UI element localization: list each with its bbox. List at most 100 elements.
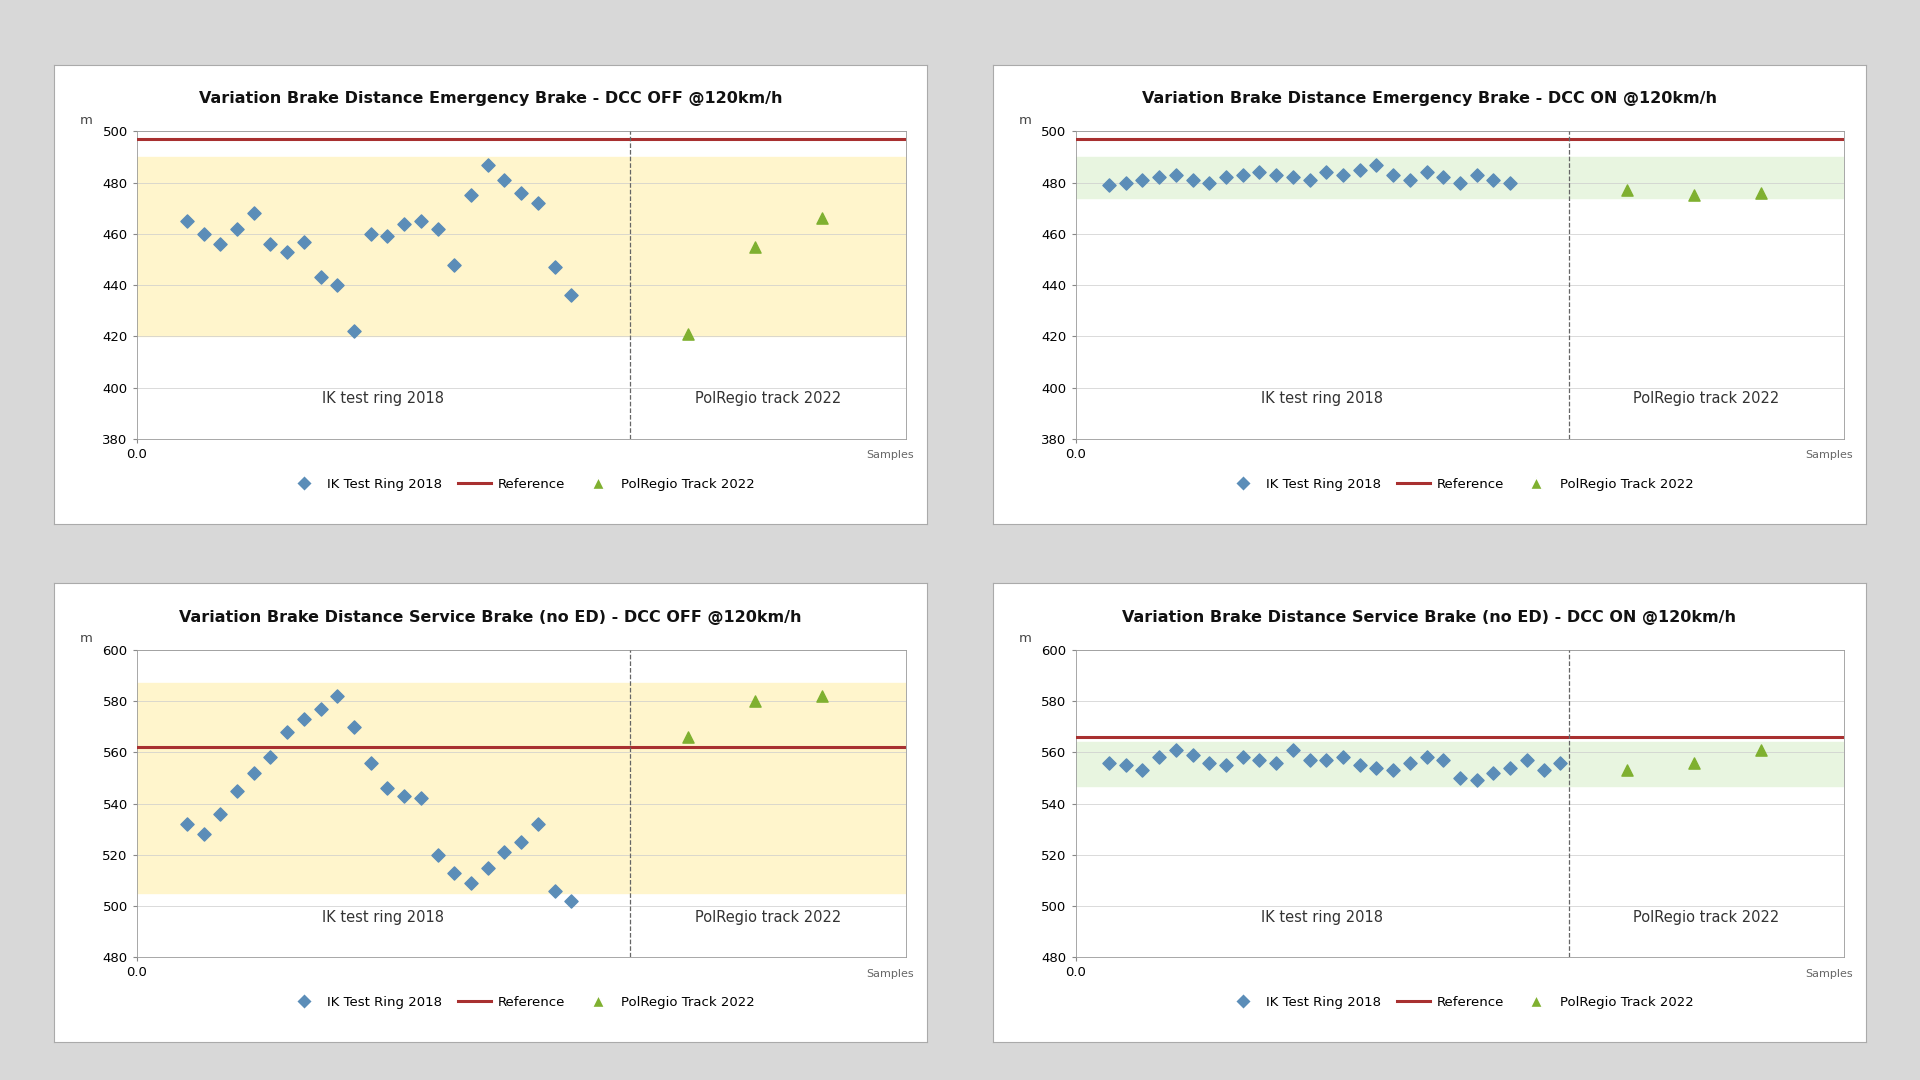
- Bar: [136, 683, 906, 893]
- Point: [1511, 752, 1542, 769]
- Point: [221, 220, 252, 238]
- Point: [1160, 166, 1190, 184]
- Point: [1227, 166, 1258, 184]
- Point: [739, 238, 770, 255]
- Point: [323, 276, 353, 294]
- Bar: [1075, 157, 1845, 198]
- Point: [372, 228, 403, 245]
- Point: [1428, 168, 1459, 186]
- Point: [1110, 756, 1140, 773]
- Point: [1496, 174, 1526, 191]
- Point: [522, 815, 553, 833]
- Point: [1611, 761, 1642, 779]
- Point: [273, 243, 303, 260]
- Point: [540, 882, 570, 900]
- Point: [1277, 741, 1308, 758]
- Point: [1110, 174, 1140, 191]
- Text: m: m: [81, 113, 92, 126]
- Text: m: m: [1020, 632, 1031, 645]
- Point: [455, 875, 486, 892]
- Point: [1496, 759, 1526, 777]
- Legend: IK Test Ring 2018, Reference, PolRegio Track 2022: IK Test Ring 2018, Reference, PolRegio T…: [1221, 472, 1699, 496]
- Text: Samples: Samples: [1805, 450, 1853, 460]
- Point: [1244, 164, 1275, 181]
- Text: PolRegio track 2022: PolRegio track 2022: [695, 909, 841, 924]
- Text: IK test ring 2018: IK test ring 2018: [323, 909, 444, 924]
- Point: [1379, 761, 1409, 779]
- Point: [1678, 187, 1709, 204]
- Text: PolRegio track 2022: PolRegio track 2022: [695, 391, 841, 406]
- Point: [255, 748, 286, 766]
- Point: [1212, 756, 1242, 773]
- Point: [1478, 172, 1509, 189]
- Text: Variation Brake Distance Service Brake (no ED) - DCC ON @120km/h: Variation Brake Distance Service Brake (…: [1123, 609, 1736, 624]
- Legend: IK Test Ring 2018, Reference, PolRegio Track 2022: IK Test Ring 2018, Reference, PolRegio T…: [1221, 990, 1699, 1014]
- Point: [806, 210, 837, 227]
- Point: [1277, 168, 1308, 186]
- Point: [338, 718, 369, 735]
- Point: [288, 233, 319, 251]
- Point: [305, 700, 336, 717]
- Point: [405, 789, 436, 807]
- Point: [422, 846, 453, 863]
- Point: [1212, 168, 1242, 186]
- Point: [505, 834, 536, 851]
- Point: [806, 687, 837, 704]
- Point: [1177, 172, 1208, 189]
- Point: [305, 269, 336, 286]
- Point: [1194, 754, 1225, 771]
- Point: [1461, 166, 1492, 184]
- Point: [472, 859, 503, 876]
- Point: [1127, 761, 1158, 779]
- Point: [1344, 161, 1375, 178]
- Point: [1444, 769, 1475, 786]
- Point: [288, 711, 319, 728]
- Point: [1411, 164, 1442, 181]
- Point: [1327, 748, 1357, 766]
- Text: IK test ring 2018: IK test ring 2018: [1261, 909, 1382, 924]
- Point: [1144, 168, 1175, 186]
- Point: [1411, 748, 1442, 766]
- Point: [1094, 176, 1125, 193]
- Point: [1261, 754, 1292, 771]
- Point: [238, 205, 269, 222]
- Point: [422, 220, 453, 238]
- Point: [238, 765, 269, 782]
- Text: PolRegio track 2022: PolRegio track 2022: [1634, 391, 1780, 406]
- Point: [522, 194, 553, 212]
- Point: [1478, 765, 1509, 782]
- Point: [1678, 754, 1709, 771]
- Point: [1461, 772, 1492, 789]
- Point: [1394, 754, 1425, 771]
- Point: [1177, 746, 1208, 764]
- Point: [557, 286, 588, 303]
- Point: [1428, 752, 1459, 769]
- Point: [338, 323, 369, 340]
- Point: [1745, 741, 1776, 758]
- Point: [1528, 761, 1559, 779]
- Point: [188, 825, 219, 842]
- Point: [1160, 741, 1190, 758]
- Legend: IK Test Ring 2018, Reference, PolRegio Track 2022: IK Test Ring 2018, Reference, PolRegio T…: [282, 472, 760, 496]
- Bar: [136, 157, 906, 336]
- Point: [171, 213, 202, 230]
- Text: Samples: Samples: [866, 450, 914, 460]
- Point: [490, 843, 520, 861]
- Point: [1611, 181, 1642, 199]
- Point: [1444, 174, 1475, 191]
- Point: [455, 187, 486, 204]
- Point: [1394, 172, 1425, 189]
- Point: [1294, 752, 1325, 769]
- Text: PolRegio track 2022: PolRegio track 2022: [1634, 909, 1780, 924]
- Point: [1194, 174, 1225, 191]
- Point: [1144, 748, 1175, 766]
- Text: IK test ring 2018: IK test ring 2018: [323, 391, 444, 406]
- Point: [1379, 166, 1409, 184]
- Point: [739, 692, 770, 710]
- Text: Variation Brake Distance Service Brake (no ED) - DCC OFF @120km/h: Variation Brake Distance Service Brake (…: [179, 609, 803, 624]
- Point: [388, 787, 419, 805]
- Point: [440, 864, 470, 881]
- Point: [355, 754, 386, 771]
- Point: [1261, 166, 1292, 184]
- Point: [171, 815, 202, 833]
